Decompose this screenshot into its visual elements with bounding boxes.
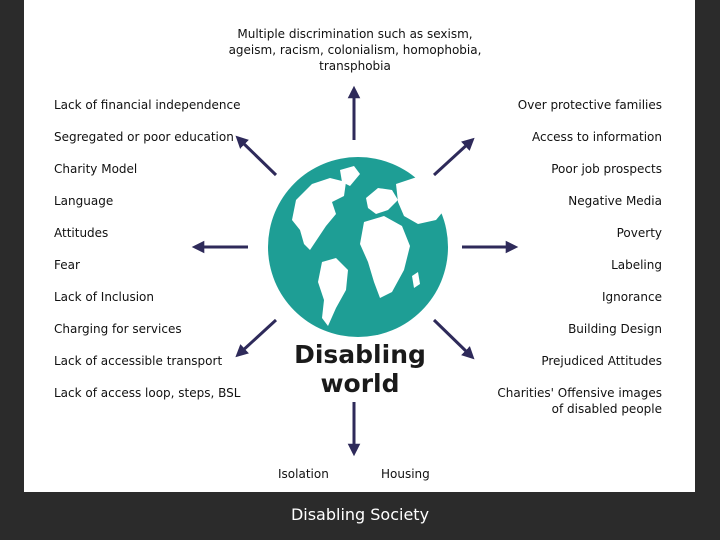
arrow-down-right (432, 318, 475, 360)
right-item: Over protective families (517, 98, 662, 112)
left-item: Lack of Inclusion (54, 290, 154, 304)
right-item: Poor job prospects (551, 162, 662, 176)
left-item: Fear (54, 258, 80, 272)
left-item: Lack of financial independence (54, 98, 241, 112)
globe-title: Disabling world (294, 340, 426, 398)
left-item: Charging for services (54, 322, 182, 336)
right-item: Negative Media (568, 194, 662, 208)
top-label: Multiple discrimination such as sexism, … (228, 27, 482, 73)
left-item: Language (54, 194, 114, 208)
right-item: Poverty (616, 226, 662, 240)
arrow-up-right (432, 137, 475, 177)
right-item: Charities' Offensive images of disabled … (497, 386, 662, 416)
globe-icon (268, 157, 448, 337)
arrow-down-left (235, 318, 278, 358)
bottom-item-housing: Housing (381, 467, 430, 481)
left-item: Lack of access loop, steps, BSL (54, 386, 241, 400)
right-item: Access to information (531, 130, 662, 144)
left-item: Attitudes (54, 226, 109, 240)
right-item: Prejudiced Attitudes (541, 354, 662, 368)
right-item: Building Design (568, 322, 662, 336)
slide-caption: Disabling Society (290, 505, 430, 524)
left-item: Charity Model (54, 162, 138, 176)
bottom-item-isolation: Isolation (278, 467, 329, 481)
left-item: Segregated or poor education (54, 130, 234, 144)
left-item: Lack of accessible transport (54, 354, 223, 368)
right-item: Ignorance (602, 290, 662, 304)
right-item: Labeling (611, 258, 662, 272)
arrow-up-left (235, 135, 278, 177)
